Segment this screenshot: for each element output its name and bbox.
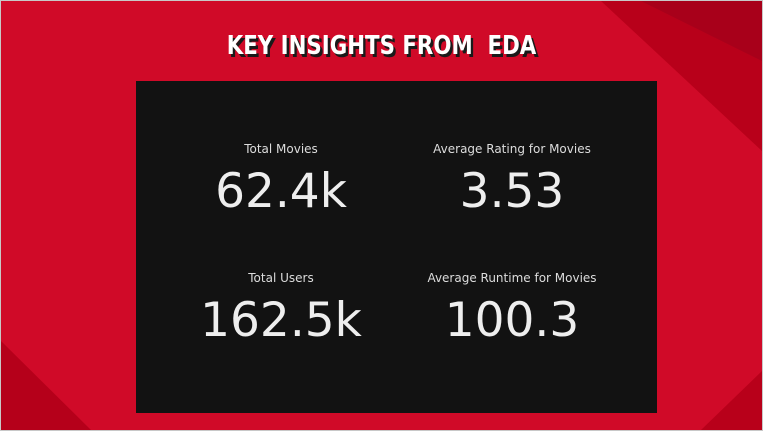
- kpi-value: 162.5k: [200, 293, 362, 348]
- kpi-label: Average Rating for Movies: [433, 142, 591, 156]
- kpi-value: 3.53: [459, 164, 565, 219]
- kpi-card-total-users: Total Users 162.5k: [161, 271, 401, 346]
- kpi-card-average-rating: Average Rating for Movies 3.53: [392, 142, 632, 217]
- kpi-label: Total Movies: [244, 142, 318, 156]
- top-right-corner-shade: [641, 1, 762, 61]
- kpi-label: Average Runtime for Movies: [427, 271, 597, 285]
- slide-title: KEY INSIGHTS FROM EDA: [226, 31, 537, 61]
- kpi-card-average-runtime: Average Runtime for Movies 100.3: [392, 271, 632, 346]
- kpi-card-total-movies: Total Movies 62.4k: [161, 142, 401, 217]
- bottom-right-shade: [701, 371, 762, 430]
- kpi-panel: Total Movies 62.4k Average Rating for Mo…: [136, 81, 657, 413]
- kpi-value: 62.4k: [215, 164, 347, 219]
- kpi-label: Total Users: [248, 271, 314, 285]
- bottom-left-shade: [1, 341, 91, 430]
- kpi-value: 100.3: [444, 293, 580, 348]
